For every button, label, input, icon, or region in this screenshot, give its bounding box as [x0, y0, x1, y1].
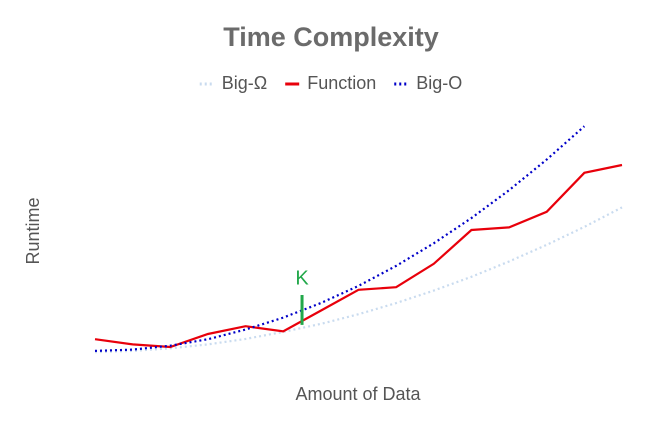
legend-label: Function [307, 73, 376, 93]
y-axis-label: Runtime [23, 197, 43, 264]
series-line [94, 206, 623, 354]
annotation-text: K [295, 267, 309, 289]
series-line [94, 163, 623, 349]
legend-label: Big-Ω [222, 73, 267, 93]
x-axis-label: Amount of Data [295, 384, 421, 404]
series-line [94, 125, 586, 352]
chart-title: Time Complexity [223, 22, 439, 52]
legend-label: Big-O [416, 73, 462, 93]
